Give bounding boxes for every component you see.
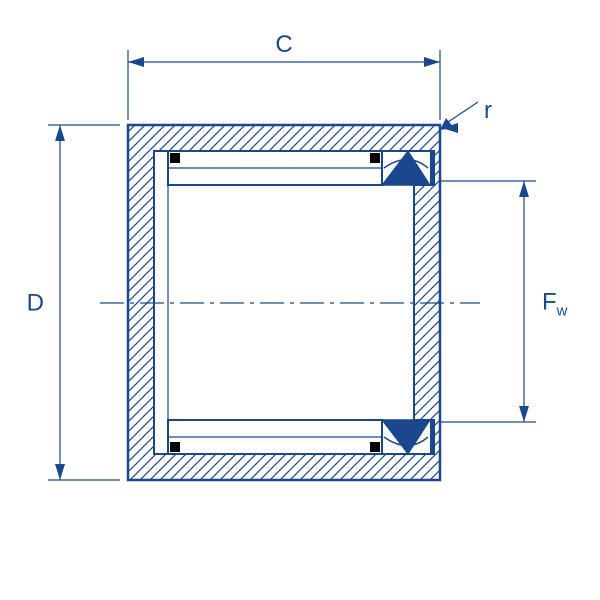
seal-top-lip (382, 151, 430, 185)
label-d: D (27, 290, 44, 317)
label-r: r (484, 97, 492, 124)
cage-corner-bottom-left (170, 442, 180, 452)
label-fw: Fw (542, 289, 568, 320)
seal-bottom-lip (382, 420, 430, 454)
label-c: C (275, 31, 292, 58)
bearing-cross-section-diagram: C D Fw r (0, 0, 600, 600)
cage-corner-top-right (370, 153, 380, 163)
cage-corner-bottom-right (370, 442, 380, 452)
cage-corner-top-left (170, 153, 180, 163)
